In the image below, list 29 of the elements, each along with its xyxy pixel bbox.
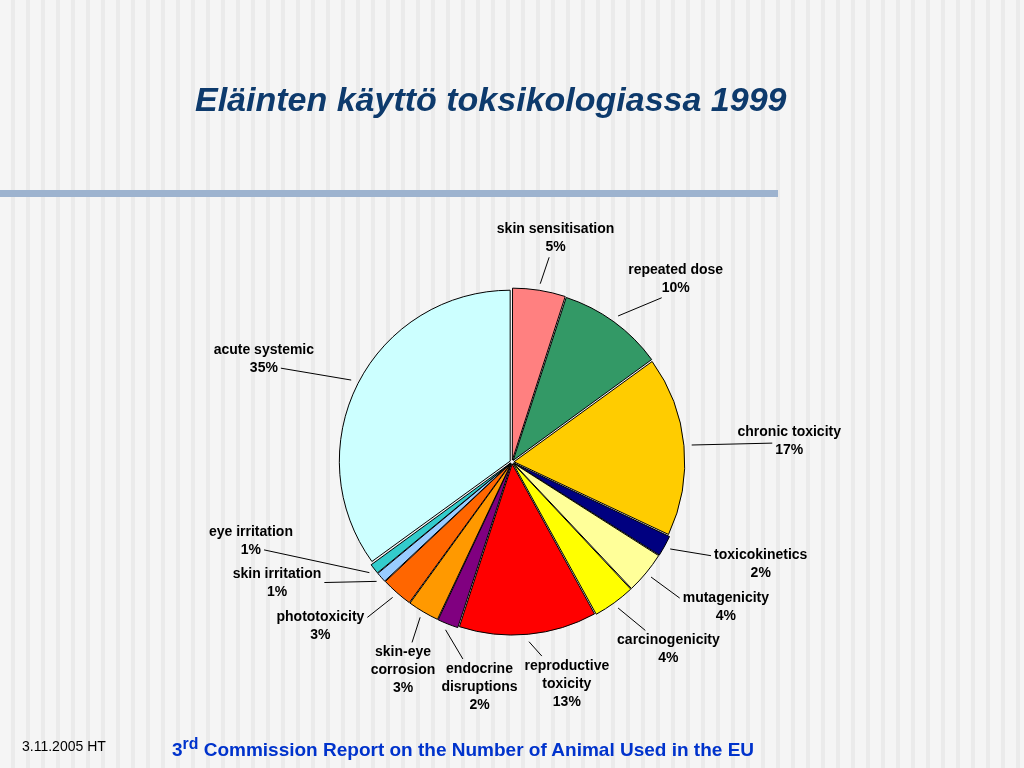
data-label: 4% bbox=[715, 606, 737, 623]
slice-label: acute systemic bbox=[213, 341, 315, 358]
slice-label: skin-eye corrosion bbox=[370, 643, 436, 678]
text: 3.11.2005 HT bbox=[22, 738, 106, 754]
slice-label: endocrine disruptions bbox=[441, 659, 518, 694]
chart-title: Eläinten käyttö toksikologiassa 1999 bbox=[195, 80, 787, 119]
slice-label: repeated dose bbox=[628, 260, 724, 277]
data-label: 35% bbox=[249, 359, 279, 376]
slice-label: toxicokinetics bbox=[714, 545, 808, 562]
data-label: 1% bbox=[240, 540, 262, 557]
data-label: 10% bbox=[661, 278, 691, 295]
data-label: 2% bbox=[750, 563, 772, 580]
slice-label: chronic toxicity bbox=[737, 422, 842, 439]
slice-label: skin sensitisation bbox=[496, 220, 615, 237]
slice-label: phototoxicity bbox=[276, 608, 365, 625]
data-label: 3% bbox=[392, 679, 414, 696]
data-label: 17% bbox=[775, 440, 804, 457]
text: 3$^{rd}$ Commission Report on the Number of Animal Used in the EU bbox=[172, 735, 755, 762]
slice-label: eye irritation bbox=[208, 522, 293, 539]
data-label: 3% bbox=[310, 626, 332, 643]
data-label: 4% bbox=[658, 649, 680, 666]
slice-label: reproductive toxicity bbox=[524, 656, 610, 691]
slice-label: mutagenicity bbox=[682, 588, 770, 605]
data-label: 5% bbox=[545, 238, 567, 255]
slice-label: skin irritation bbox=[232, 565, 322, 582]
data-label: 2% bbox=[469, 695, 491, 712]
data-label: 13% bbox=[552, 692, 582, 709]
data-label: 1% bbox=[266, 583, 288, 600]
slice-label: carcinogenicity bbox=[617, 631, 720, 648]
